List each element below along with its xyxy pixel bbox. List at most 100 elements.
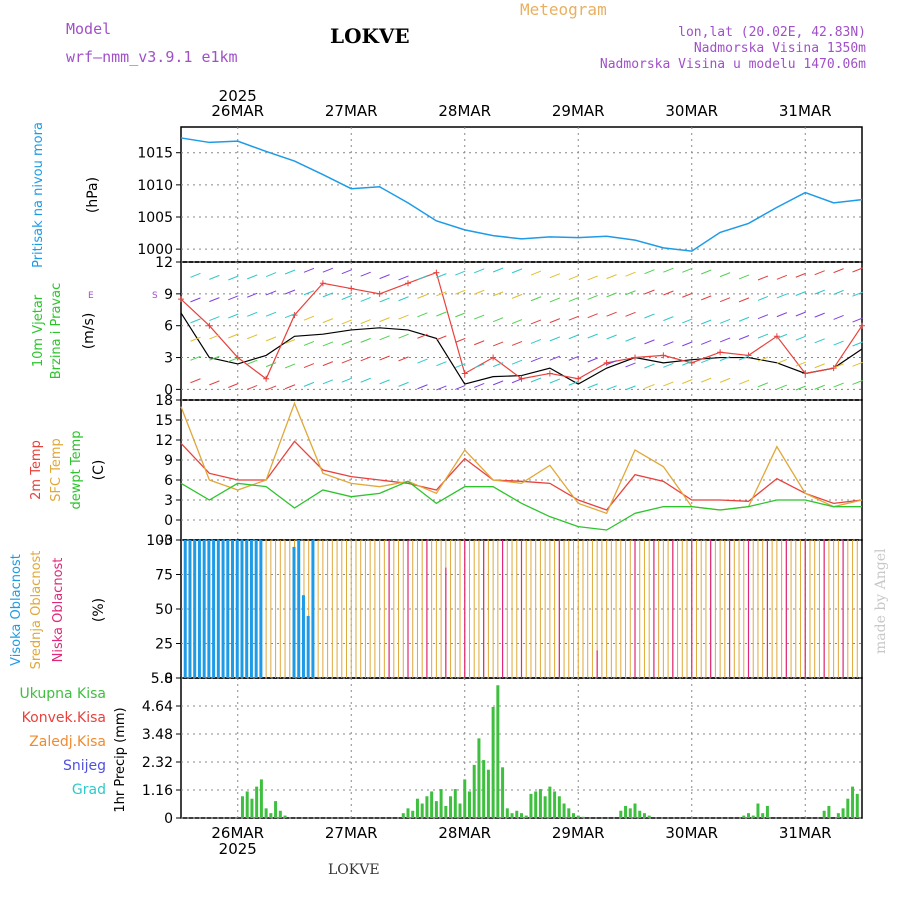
wind-barb <box>341 377 352 383</box>
wind-barb <box>247 274 258 280</box>
wind-unit-label: (m/s) <box>81 313 97 350</box>
wind-gust-marker <box>178 296 184 303</box>
model-label: Model <box>66 20 112 38</box>
panel-frame <box>180 126 863 263</box>
wind-barb <box>606 334 617 340</box>
wind-barb <box>549 336 561 342</box>
precip-bar <box>567 808 571 818</box>
wind-barb <box>511 268 523 274</box>
x-day-label-top: 26MAR <box>211 102 264 120</box>
wind-gust-marker <box>376 290 383 297</box>
precip-bar <box>647 815 651 818</box>
wind-barb <box>738 274 750 280</box>
wind-barb <box>795 291 806 296</box>
high-cloud-bar <box>301 595 305 678</box>
precip-bar <box>822 810 826 818</box>
high-cloud-bar <box>259 540 263 678</box>
precip-bar <box>562 803 566 818</box>
high-cloud-bar <box>221 540 225 678</box>
precip-bar <box>406 808 410 818</box>
high-cloud-bar <box>297 540 301 678</box>
y-tick-label: 4.64 <box>142 699 173 715</box>
high-cloud-bar <box>216 540 220 678</box>
wind-barb <box>587 357 598 363</box>
wind-barb <box>492 362 504 368</box>
wind-barb <box>474 289 485 295</box>
wind-barb <box>284 384 296 390</box>
precip-bar <box>458 803 462 818</box>
wind-barb <box>549 297 561 303</box>
wind-barb <box>379 379 390 385</box>
wind-gust-marker <box>632 354 638 361</box>
wind-barb <box>606 292 617 298</box>
wind-barb <box>814 312 825 318</box>
wind-barb <box>284 339 296 344</box>
wind-barb <box>833 289 844 295</box>
wind-barb <box>474 382 485 388</box>
wind-barb <box>549 273 561 279</box>
wind-barb <box>776 274 788 280</box>
high-cloud-bar <box>188 540 192 678</box>
precip-bar <box>619 810 623 818</box>
wind-barb <box>228 357 239 363</box>
wind-barb <box>511 293 523 299</box>
high-cloud-bar <box>231 540 235 678</box>
wind-barb <box>247 292 258 298</box>
wind-barb <box>284 289 296 295</box>
y-tick-label: 25 <box>155 637 173 653</box>
precip-bar <box>751 815 755 818</box>
high-cloud-bar <box>235 540 239 678</box>
wind-gust-marker <box>717 349 724 356</box>
lonlat-text: lon,lat (20.02E, 42.83N) <box>678 25 866 40</box>
y-tick-label: 75 <box>155 568 173 584</box>
high-cloud-bar <box>306 615 310 678</box>
wind-barb <box>265 290 277 296</box>
wind-barb <box>265 272 277 278</box>
precip-bar <box>576 815 580 818</box>
precip-bar <box>453 789 457 818</box>
wind-barb <box>738 335 750 340</box>
wind-barb <box>663 290 674 296</box>
wind-barb <box>398 356 409 362</box>
wind-barb <box>303 315 315 321</box>
wind-barb <box>417 293 428 299</box>
precip-bar <box>477 738 481 818</box>
precip-bar <box>269 813 273 818</box>
wind-barb <box>719 337 731 343</box>
wind-barb <box>701 295 712 301</box>
wind-barb <box>284 269 296 275</box>
wind-barb <box>379 274 390 280</box>
precip-legend-item: Zaledj.Kisa <box>29 734 106 750</box>
wind-barb <box>682 318 693 324</box>
high-cloud-bar <box>240 540 244 678</box>
wind-barb <box>379 317 390 323</box>
precip-bar <box>496 685 500 818</box>
wind-barb <box>568 315 579 321</box>
y-tick-label: 15 <box>155 413 173 429</box>
wind-barb <box>644 269 655 275</box>
wind-barb <box>644 383 655 389</box>
y-tick-label: 3.48 <box>142 727 173 743</box>
precip-bar <box>827 805 831 818</box>
wind-gust-marker <box>859 322 865 329</box>
wind-barb <box>341 295 352 300</box>
precip-bar <box>638 810 642 818</box>
wind-barb <box>303 363 315 369</box>
wind-barb <box>190 272 201 278</box>
wind-barb <box>247 334 258 340</box>
precip-legend-item: Snijeg <box>63 758 106 774</box>
wind-barb <box>625 385 636 391</box>
cloud-axis-label-3: Niska Oblacnost <box>51 558 66 663</box>
wind-barb <box>795 385 806 391</box>
pressure-axis-label: Pritisak na nivou mora <box>31 122 46 268</box>
precip-bar <box>415 798 419 818</box>
wind-gust-marker <box>490 354 497 361</box>
wind-barb <box>568 355 579 361</box>
wind-barb <box>833 315 844 320</box>
x-day-label-top: 29MAR <box>552 102 605 120</box>
wind-barb <box>379 355 390 361</box>
wind-barb <box>190 318 201 324</box>
y-tick-label: 6 <box>164 473 173 489</box>
precip-bar <box>467 791 471 818</box>
wind-barb <box>379 297 390 303</box>
